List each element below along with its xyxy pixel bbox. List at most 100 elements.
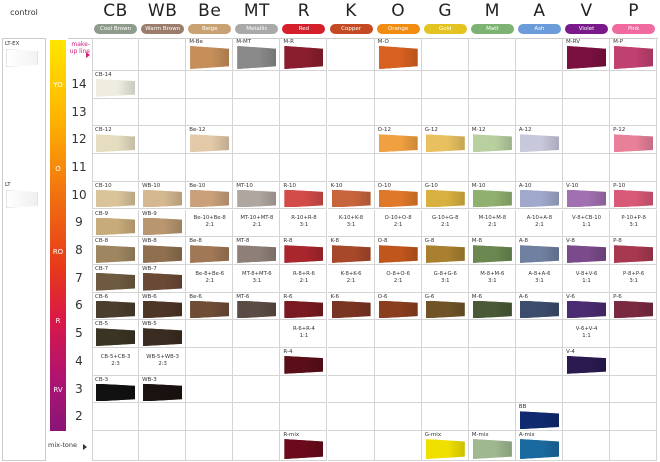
swatch-label: A-8 [518, 238, 529, 245]
cell [374, 154, 422, 182]
mix-ratio: 2:1 [393, 222, 403, 229]
swatch [519, 189, 559, 208]
cell [92, 237, 140, 265]
swatch-label: CB-7 [95, 265, 109, 272]
mix-formula: G-8+G-6 [433, 270, 457, 277]
cell [374, 126, 422, 155]
swatch [143, 383, 183, 402]
cell [233, 237, 281, 265]
swatch [378, 134, 418, 153]
level-label: 8 [75, 243, 83, 258]
cell [515, 154, 563, 182]
cell [186, 375, 234, 404]
cell [280, 403, 328, 432]
column-name: Gold [423, 24, 467, 34]
cell [421, 375, 469, 404]
cell [280, 154, 328, 182]
cell [327, 403, 375, 432]
cell [280, 264, 328, 293]
mix-ratio: 3:1 [440, 277, 450, 284]
swatch-label: R-mix [283, 432, 300, 439]
swatch-label: M-Be [189, 39, 203, 45]
cell [327, 292, 375, 321]
mix-formula: O-8+O-6 [386, 270, 410, 277]
swatch-label: BB [518, 404, 527, 411]
swatch [6, 190, 38, 208]
cell [139, 431, 187, 461]
cell [515, 348, 563, 376]
cell [421, 237, 469, 265]
level-label: 12 [71, 132, 87, 147]
swatch-label: M-R [283, 39, 294, 45]
swatch [519, 134, 559, 153]
column-code: V [580, 1, 593, 21]
mix-formula: MT-10+MT-8 [240, 215, 274, 222]
cell [421, 431, 469, 461]
swatch-label: WB-9 [142, 210, 157, 217]
swatch-label: G-mix [424, 432, 442, 439]
level-label: 11 [71, 159, 87, 174]
swatch-label: G-10 [424, 182, 438, 189]
cell [280, 71, 328, 99]
column-code: R [297, 1, 311, 21]
cell [139, 98, 187, 127]
cell [515, 38, 563, 71]
cell [610, 264, 658, 293]
cell [468, 264, 516, 293]
cell [563, 375, 611, 404]
cell [186, 154, 234, 182]
cell [468, 71, 516, 99]
swatch-label: CB-5 [95, 321, 109, 328]
swatch-label: M-8 [471, 238, 483, 245]
cell [374, 348, 422, 376]
mix-formula: A-8+A-6 [528, 270, 551, 277]
swatch [96, 79, 136, 97]
swatch-label: K-6 [330, 293, 340, 300]
cell [186, 320, 234, 348]
cell [280, 181, 328, 210]
cell [515, 320, 563, 348]
cell [610, 126, 658, 155]
cell [610, 71, 658, 99]
cell [92, 126, 140, 155]
mix-formula: Be-10+Be-8 [193, 215, 226, 222]
row-label: make-up line [69, 41, 90, 55]
column-code: WB [147, 1, 178, 21]
swatch [378, 189, 418, 208]
swatch [237, 300, 277, 319]
cell [374, 38, 422, 71]
cell [233, 126, 281, 155]
cell [186, 348, 234, 376]
cell [374, 98, 422, 127]
cell [139, 71, 187, 99]
swatch-label: WB-8 [142, 238, 157, 245]
cell [280, 209, 328, 238]
swatch [284, 356, 324, 374]
cell [515, 431, 563, 461]
swatch [143, 272, 183, 291]
swatch [425, 439, 465, 459]
mix-formula: R-6+R-4 [292, 326, 315, 333]
cell [515, 375, 563, 404]
swatch [190, 300, 230, 319]
cell [92, 98, 140, 127]
control-title: control [10, 8, 38, 17]
band-label: YO [53, 81, 63, 89]
swatch-label: P-10 [613, 182, 626, 189]
column-code: P [628, 1, 640, 21]
swatch [472, 134, 512, 153]
swatch [614, 134, 654, 153]
swatch [143, 328, 183, 346]
level-label: 2 [75, 409, 83, 424]
cell [468, 98, 516, 127]
cell [374, 292, 422, 321]
cell [421, 38, 469, 71]
swatch [190, 245, 230, 263]
cell [327, 181, 375, 210]
cell [374, 403, 422, 432]
cell [139, 320, 187, 348]
swatch-label: A-6 [518, 293, 529, 300]
cell [139, 209, 187, 238]
cell [374, 209, 422, 238]
swatch-label: A-10 [518, 182, 532, 189]
